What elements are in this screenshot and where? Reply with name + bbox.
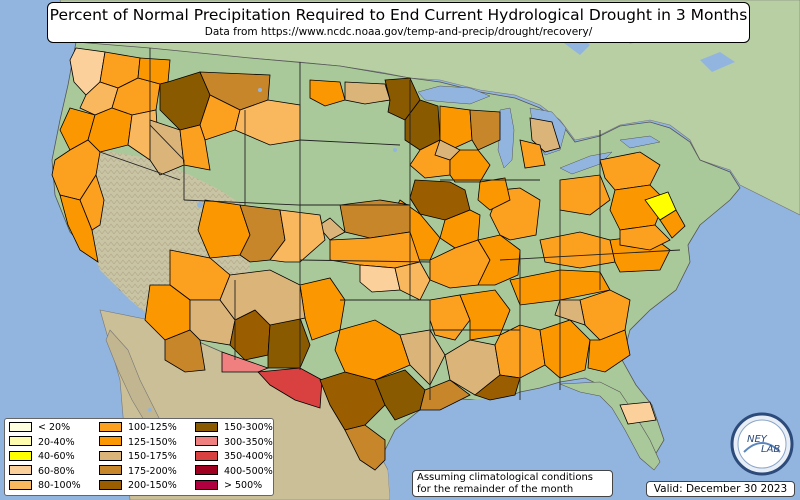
legend-label: 20-40%	[38, 436, 75, 448]
legend-item: 125-150%	[99, 436, 177, 449]
legend-swatch	[195, 450, 218, 461]
legend-item: 150-300%	[195, 421, 273, 434]
legend-label: < 20%	[38, 422, 71, 433]
legend-item: 300-350%	[195, 436, 273, 449]
legend-item: 200-150%	[99, 479, 177, 492]
legend-label: 175-200%	[128, 465, 177, 477]
legend-swatch	[99, 465, 122, 475]
logo-text-left: NEY	[747, 434, 768, 445]
lake-ontario	[619, 135, 661, 149]
legend-label: 300-350%	[224, 436, 273, 448]
misc-lakes	[148, 88, 397, 412]
legend-item: < 20%	[9, 421, 71, 434]
valid-date: Valid: December 30 2023	[646, 481, 795, 497]
legend-label: 100-125%	[128, 422, 177, 433]
legend-swatch	[195, 421, 218, 432]
legend-label: 125-150%	[128, 436, 177, 448]
legend-item: 40-60%	[9, 450, 75, 463]
legend-swatch	[99, 450, 122, 461]
legend-swatch	[9, 479, 32, 490]
legend-label: 350-400%	[224, 451, 273, 462]
assumption-note-line2: for the remainder of the month	[417, 484, 574, 495]
legend-swatch	[195, 465, 218, 475]
legend-swatch	[9, 421, 32, 432]
legend-swatch	[195, 479, 218, 490]
logo-text-right: LAB	[761, 444, 780, 455]
legend-label: 80-100%	[38, 480, 81, 491]
legend-item: 350-400%	[195, 450, 273, 463]
legend-label: 200-150%	[128, 480, 177, 491]
canada-lakes	[560, 25, 735, 72]
legend-swatch	[9, 436, 32, 446]
legend-swatch	[99, 421, 122, 432]
legend-swatch	[9, 465, 32, 475]
title-box: Percent of Normal Precipitation Required…	[47, 2, 750, 43]
legend-item: 20-40%	[9, 436, 75, 449]
legend-label: > 500%	[224, 480, 263, 491]
legend-label: 400-500%	[224, 465, 273, 477]
legend-label: 40-60%	[38, 451, 75, 462]
legend-swatch	[99, 436, 122, 446]
assumption-note-line1: Assuming climatological conditions	[417, 472, 593, 483]
legend-label: 150-175%	[128, 451, 177, 462]
legend-item: 400-500%	[195, 465, 273, 478]
map-subtitle: Data from https://www.ncdc.noaa.gov/temp…	[204, 26, 593, 38]
florida-land	[559, 381, 661, 471]
lake-superior	[417, 85, 491, 105]
legend-item: 60-80%	[9, 465, 75, 478]
legend: < 20% 20-40% 40-60% 60-80% 80-100% 100-125% 12…	[4, 418, 274, 496]
legend-swatch	[195, 436, 218, 446]
map-title: Percent of Normal Precipitation Required…	[49, 6, 748, 24]
legend-label: 150-300%	[224, 422, 273, 433]
legend-item: 80-100%	[9, 479, 81, 492]
legend-item: > 500%	[195, 479, 263, 492]
legend-label: 60-80%	[38, 465, 75, 477]
lake-erie	[559, 151, 613, 175]
legend-item: 175-200%	[99, 465, 177, 478]
drought-regions	[51, 47, 686, 471]
state-borders	[99, 48, 681, 400]
legend-swatch	[99, 479, 122, 490]
assumption-note: Assuming climatological conditions for t…	[412, 470, 613, 497]
nexlab-logo: NEY LAB	[730, 412, 794, 476]
legend-item: 150-175%	[99, 450, 177, 463]
legend-swatch	[9, 450, 32, 461]
legend-item: 100-125%	[99, 421, 177, 434]
